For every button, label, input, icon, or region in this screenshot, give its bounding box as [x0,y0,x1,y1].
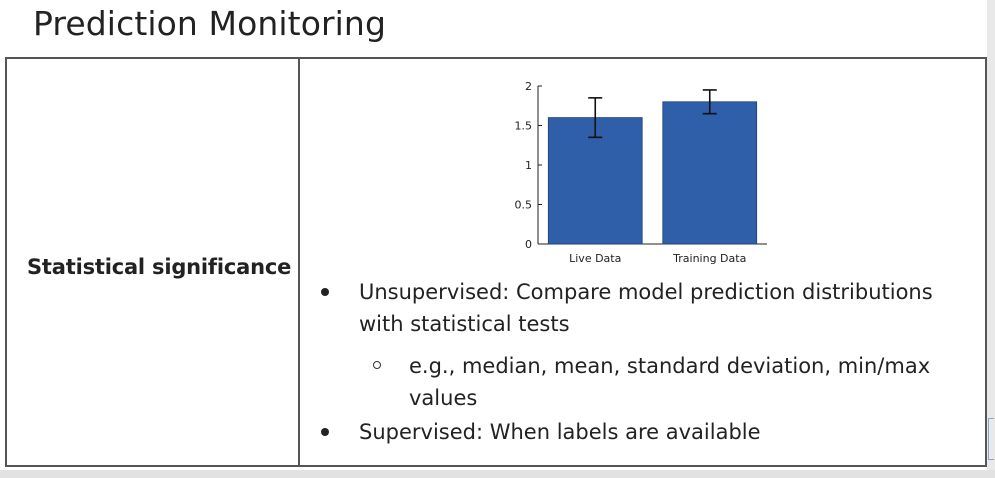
y-tick-label: 1.5 [515,120,533,133]
bottom-strip [0,470,995,478]
y-tick-label: 0 [525,238,532,251]
bullet-item-supervised: Supervised: When labels are available [315,416,975,448]
bar-live-data [547,117,643,245]
edge-bracket-icon [988,418,994,460]
bar-training-data [662,101,758,245]
x-tick-label: Live Data [569,252,621,265]
bar-chart: 0 0.5 1 1.5 2 Live Data Training Data [500,78,770,268]
sub-bullet-item: e.g., median, mean, standard deviation, … [315,350,975,414]
column-divider [298,59,300,465]
bullet-text: Unsupervised: Compare model prediction d… [359,280,933,336]
sub-bullet-text: e.g., median, mean, standard deviation, … [409,354,931,410]
y-tick-label: 0.5 [515,199,533,212]
bullet-list: Unsupervised: Compare model prediction d… [315,276,975,448]
content-table: Statistical significance [5,57,987,467]
y-tick-label: 1 [525,159,532,172]
slide-title: Prediction Monitoring [33,4,386,43]
x-tick-label: Training Data [672,252,746,265]
scrollbar-track[interactable] [987,0,995,478]
bullet-dot-icon [321,428,329,436]
bullet-item-unsupervised: Unsupervised: Compare model prediction d… [315,276,975,340]
bar-chart-svg: 0 0.5 1 1.5 2 Live Data Training Data [515,80,767,265]
row-label: Statistical significance [27,255,292,279]
sub-bullet-ring-icon [373,361,381,369]
bullet-dot-icon [321,288,329,296]
bullet-text: Supervised: When labels are available [359,420,761,444]
y-tick-label: 2 [525,80,532,93]
